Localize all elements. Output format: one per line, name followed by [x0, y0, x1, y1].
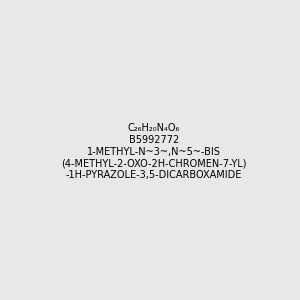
Text: C₂₆H₂₀N₄O₆
B5992772
1-METHYL-N~3~,N~5~-BIS
(4-METHYL-2-OXO-2H-CHROMEN-7-YL)
-1H-: C₂₆H₂₀N₄O₆ B5992772 1-METHYL-N~3~,N~5~-B… [61, 123, 247, 180]
